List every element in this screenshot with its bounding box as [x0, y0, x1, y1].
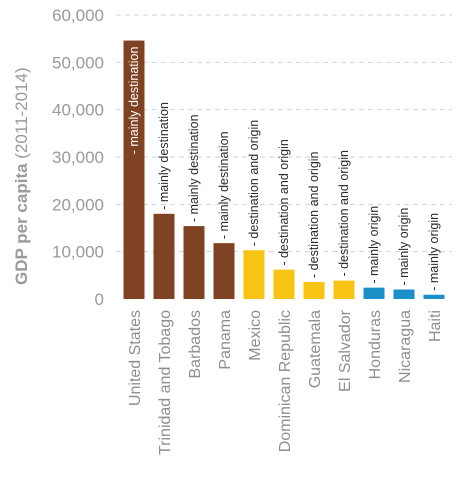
- bar-annotation: - destination and origin: [277, 139, 291, 266]
- bar: [393, 289, 415, 299]
- y-tick-labels: 0 10,000 20,000 30,000 40,000 50,000 60,000: [52, 6, 104, 309]
- y-tick-label: 10,000: [52, 243, 104, 262]
- bar: [183, 226, 205, 299]
- bar-annotation: - destination and origin: [307, 151, 321, 278]
- bar: [363, 287, 385, 299]
- bar: [303, 281, 325, 299]
- bar: [213, 243, 235, 299]
- category-label: El Salvador: [337, 309, 354, 391]
- category-labels: United States Trinidad and Tobago Barbados…: [127, 309, 444, 455]
- bar: [333, 280, 355, 299]
- bar-annotation: - destination and origin: [337, 150, 351, 277]
- category-label: United States: [127, 310, 144, 406]
- bar: [423, 294, 445, 299]
- gridlines: [116, 14, 452, 253]
- bar-annotation: - mainly destination: [127, 47, 141, 155]
- category-label: Trinidad and Tobago: [157, 310, 174, 455]
- category-label: Dominican Republic: [277, 310, 294, 452]
- y-tick-label: 20,000: [52, 195, 104, 214]
- category-label: Barbados: [187, 310, 204, 379]
- bar: [273, 269, 295, 299]
- bar-annotation: - mainly origin: [397, 208, 411, 286]
- y-tick-label: 0: [95, 290, 104, 309]
- category-label: Honduras: [367, 310, 384, 379]
- y-axis-label-bold: GDP per capita: [12, 163, 31, 285]
- bar: [123, 40, 145, 300]
- bar-annotation: - mainly origin: [367, 206, 381, 284]
- category-label: Nicaragua: [397, 310, 414, 383]
- category-label: Guatemala: [307, 310, 324, 388]
- bar-annotation: - mainly destination: [187, 114, 201, 222]
- bar: [153, 213, 175, 299]
- bar-annotation: - mainly origin: [427, 213, 441, 291]
- bar-annotation: - destination and origin: [247, 120, 261, 247]
- y-tick-label: 60,000: [52, 6, 104, 25]
- bars: [123, 40, 445, 300]
- y-axis-label-rest: (2011-2014): [12, 67, 31, 163]
- bar-annotation: - mainly destination: [217, 131, 231, 239]
- y-tick-label: 30,000: [52, 148, 104, 167]
- y-tick-label: 50,000: [52, 53, 104, 72]
- bar: [243, 250, 265, 299]
- category-label: Haiti: [427, 310, 444, 342]
- bar-annotation: - mainly destination: [157, 102, 171, 210]
- y-tick-label: 40,000: [52, 101, 104, 120]
- y-axis-label: GDP per capita (2011-2014): [12, 67, 31, 285]
- category-label: Panama: [217, 310, 234, 370]
- bar-labels: - mainly destination - mainly destination…: [127, 47, 441, 291]
- category-label: Mexico: [247, 310, 264, 361]
